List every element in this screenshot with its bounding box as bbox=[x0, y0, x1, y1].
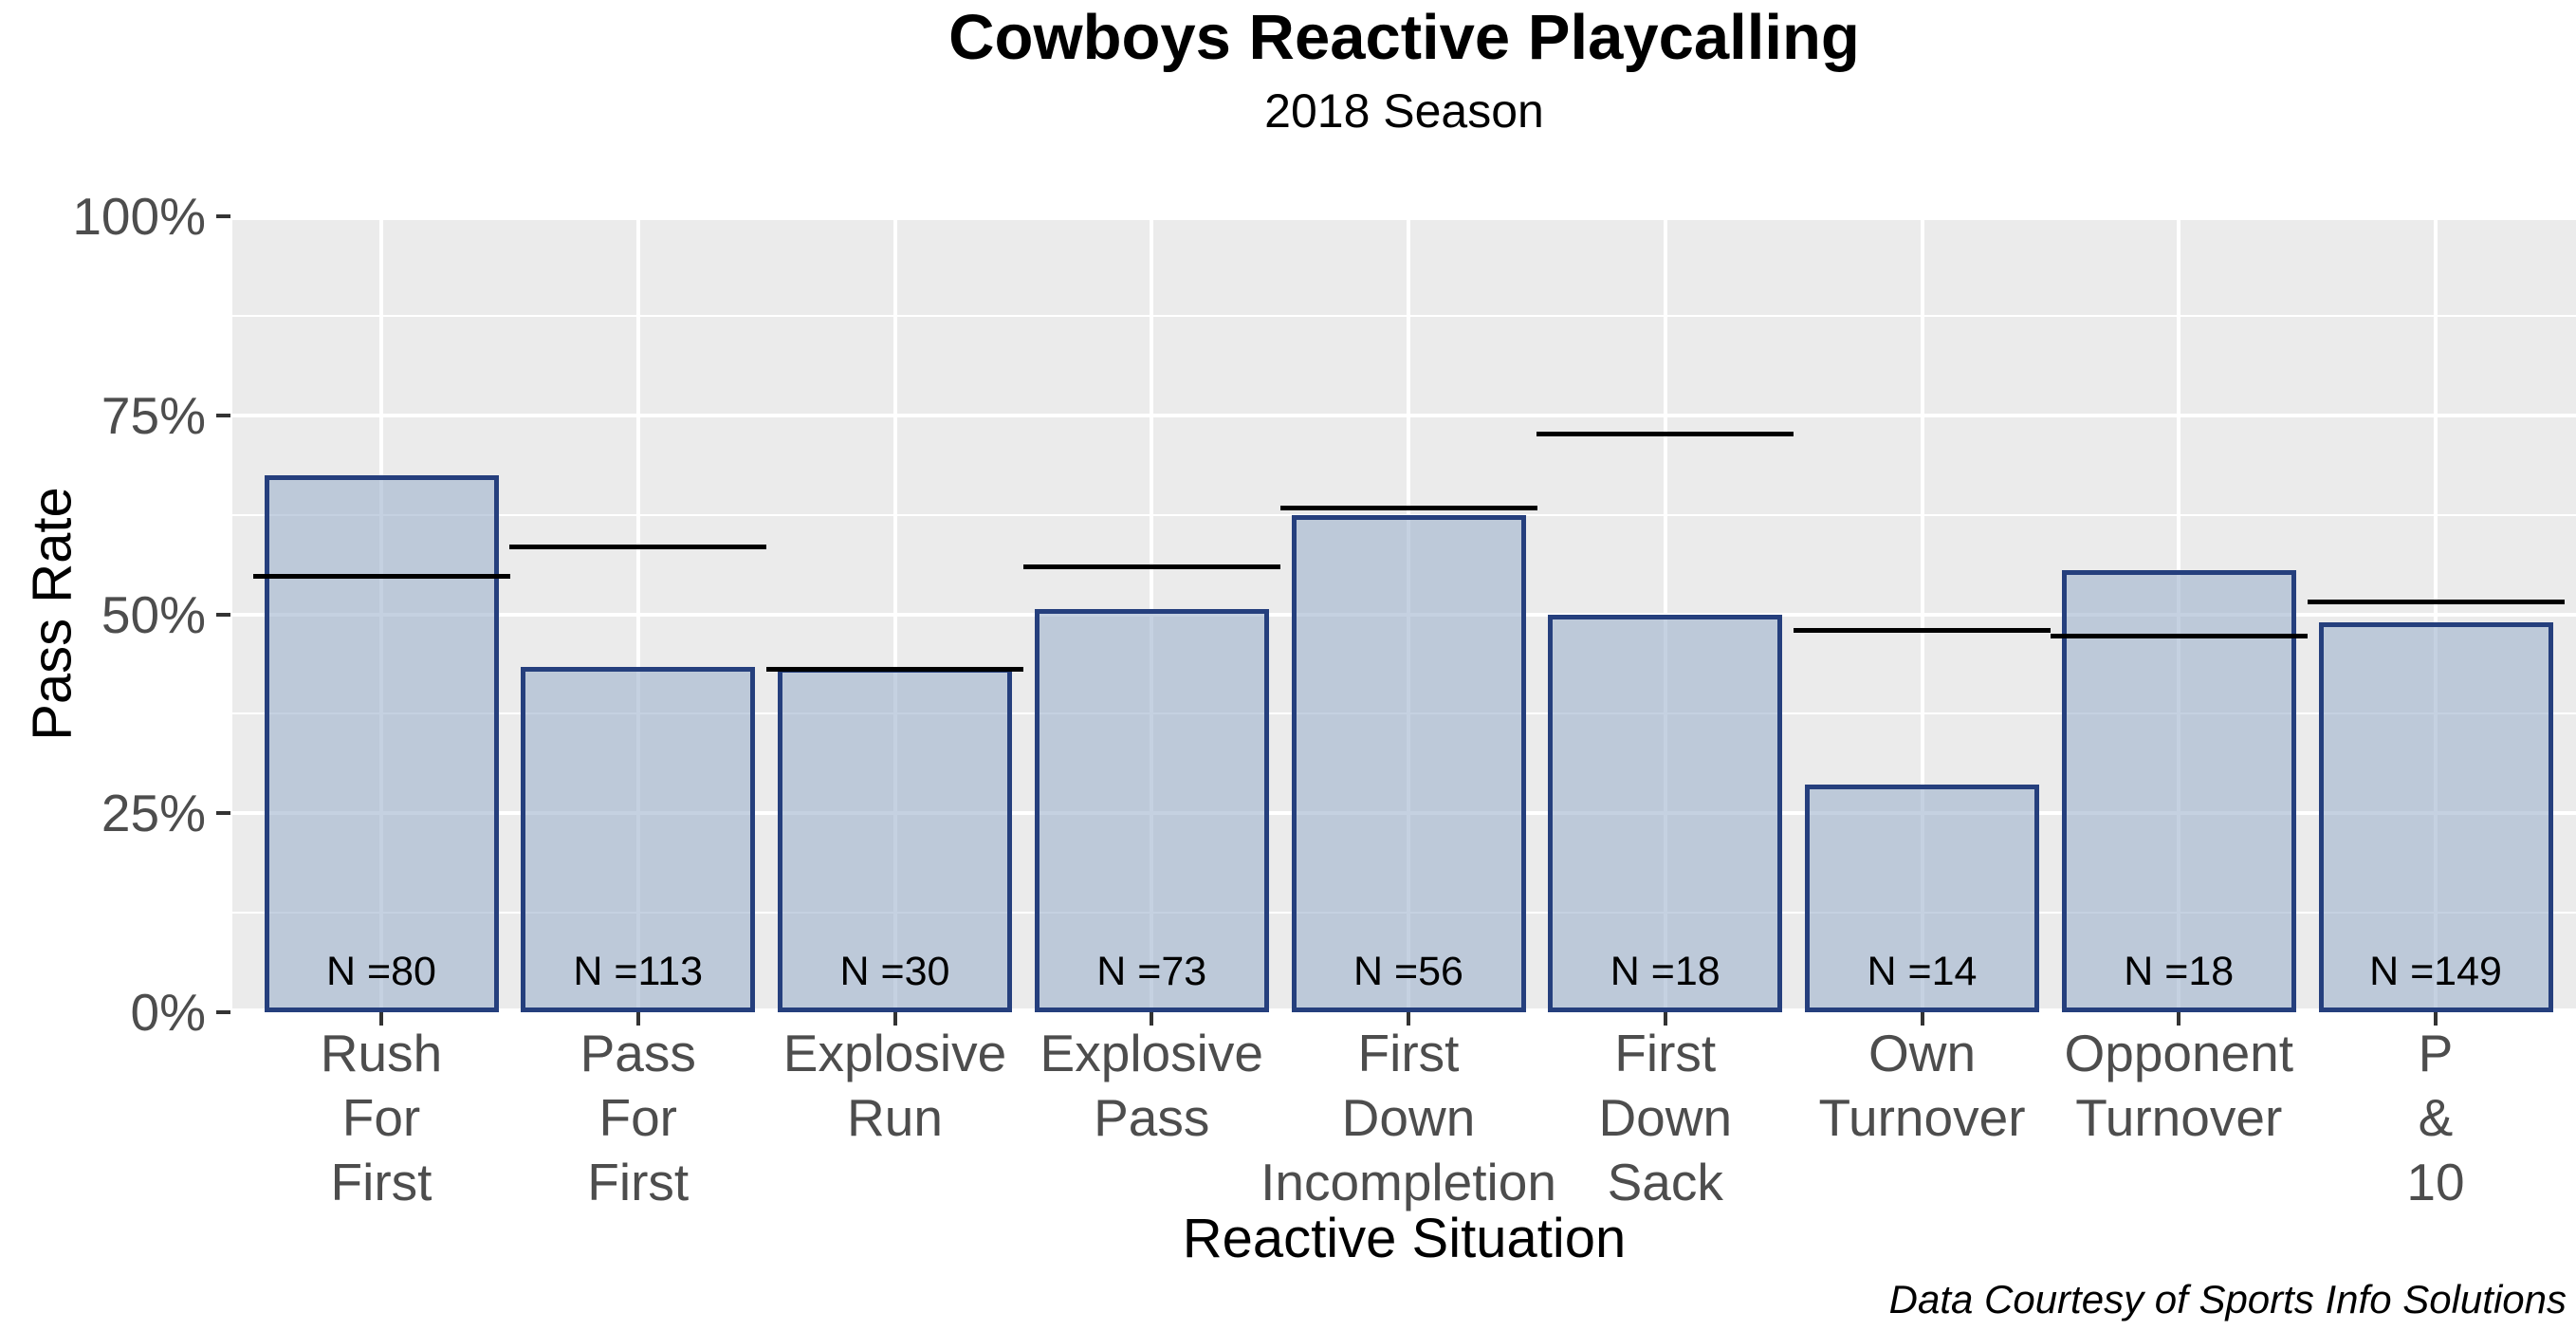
gridline-major-v bbox=[2434, 216, 2438, 1012]
sample-size-label: N =80 bbox=[326, 949, 436, 994]
bar bbox=[1548, 614, 1783, 1012]
x-tick-mark bbox=[2434, 1012, 2438, 1026]
y-tick-mark bbox=[216, 413, 230, 417]
y-tick-mark bbox=[216, 612, 230, 617]
caption: Data Courtesy of Sports Info Solutions bbox=[1888, 1277, 2567, 1322]
sample-size-label: N =18 bbox=[2124, 949, 2235, 994]
x-tick-label-line: & bbox=[2418, 1088, 2454, 1147]
x-tick-label-line: First bbox=[587, 1153, 690, 1211]
bar bbox=[521, 666, 756, 1012]
bar bbox=[1291, 514, 1526, 1012]
reference-line bbox=[766, 666, 1023, 672]
gridline-minor-h bbox=[232, 314, 2576, 317]
x-tick-mark bbox=[1663, 1012, 1667, 1026]
gridline-major-h bbox=[232, 216, 2576, 220]
x-tick-label-line: P bbox=[2418, 1024, 2454, 1082]
y-tick-mark bbox=[216, 811, 230, 816]
gridline-major-v bbox=[892, 216, 897, 1012]
x-tick-label-line: Pass bbox=[580, 1024, 696, 1082]
x-tick-label-line: Pass bbox=[1094, 1088, 1210, 1147]
x-tick-label-line: Opponent bbox=[2064, 1024, 2294, 1082]
x-tick-mark bbox=[1407, 1012, 1410, 1026]
x-tick-label-line: Rush bbox=[320, 1024, 443, 1082]
sample-size-label: N =56 bbox=[1353, 949, 1463, 994]
bar bbox=[1805, 785, 2039, 1012]
sample-size-label: N =113 bbox=[573, 949, 704, 994]
x-tick-label: Rush For First bbox=[321, 1021, 442, 1214]
x-tick-mark bbox=[635, 1012, 640, 1026]
sample-size-label: N =30 bbox=[839, 949, 950, 994]
reference-line bbox=[1536, 432, 1794, 437]
x-tick-label: Explosive Run bbox=[783, 1021, 1006, 1150]
reference-line bbox=[252, 573, 510, 579]
x-tick-label-line: Down bbox=[1341, 1088, 1476, 1147]
x-tick-label: Opponent Turnover bbox=[2064, 1021, 2293, 1150]
gridline-major-v bbox=[1920, 216, 1924, 1012]
sample-size-label: N =18 bbox=[1610, 949, 1720, 994]
sample-size-label: N =149 bbox=[2369, 949, 2502, 994]
reference-line bbox=[1022, 564, 1280, 570]
gridline-major-v bbox=[635, 216, 640, 1012]
reference-line bbox=[2050, 633, 2308, 638]
bar bbox=[264, 474, 499, 1012]
gridline-major-h bbox=[232, 413, 2576, 417]
x-tick-label: First Down Incompletion bbox=[1260, 1021, 1556, 1214]
x-tick-mark bbox=[2177, 1012, 2181, 1026]
x-tick-label-line: For bbox=[341, 1088, 421, 1147]
x-tick-label-line: Turnover bbox=[1818, 1088, 2026, 1147]
x-tick-mark bbox=[1150, 1012, 1154, 1026]
x-tick-label-line: 10 bbox=[2406, 1153, 2465, 1211]
bar bbox=[2318, 621, 2553, 1012]
x-tick-label-line: Run bbox=[847, 1088, 943, 1147]
reference-line bbox=[1279, 506, 1537, 511]
y-tick-mark bbox=[216, 214, 230, 218]
x-tick-label-line: Incompletion bbox=[1260, 1153, 1556, 1211]
x-tick-mark bbox=[892, 1012, 897, 1026]
x-tick-label: Explosive Pass bbox=[1040, 1021, 1263, 1150]
sample-size-label: N =73 bbox=[1096, 949, 1207, 994]
x-tick-label-line: Explosive bbox=[782, 1024, 1007, 1082]
x-tick-mark bbox=[379, 1012, 383, 1026]
bar bbox=[2061, 569, 2296, 1012]
chart-subtitle: 2018 Season bbox=[1264, 84, 1544, 138]
x-tick-label-line: Sack bbox=[1607, 1153, 1723, 1211]
y-tick-mark bbox=[216, 1010, 230, 1014]
x-tick-label-line: First bbox=[330, 1153, 432, 1211]
x-axis-title: Reactive Situation bbox=[1182, 1208, 1627, 1269]
x-tick-label-line: For bbox=[598, 1088, 678, 1147]
x-tick-label-line: Explosive bbox=[1040, 1024, 1263, 1082]
x-tick-mark bbox=[1920, 1012, 1924, 1026]
x-tick-label-line: Own bbox=[1868, 1024, 1977, 1082]
chart-title: Cowboys Reactive Playcalling bbox=[948, 2, 1860, 73]
reference-line bbox=[2307, 600, 2565, 605]
x-tick-label-line: Turnover bbox=[2075, 1088, 2283, 1147]
reference-line bbox=[509, 544, 767, 549]
sample-size-label: N =14 bbox=[1867, 949, 1978, 994]
x-tick-label: Pass For First bbox=[580, 1021, 696, 1214]
x-tick-label: P & 10 bbox=[2406, 1021, 2464, 1214]
y-tick-label: 75% bbox=[101, 385, 206, 445]
reference-line bbox=[1794, 627, 2051, 633]
x-tick-label-line: Down bbox=[1598, 1088, 1733, 1147]
bar bbox=[1034, 608, 1269, 1012]
x-tick-label: First Down Sack bbox=[1598, 1021, 1732, 1214]
y-tick-label: 100% bbox=[72, 187, 206, 246]
x-tick-label-line: First bbox=[1357, 1024, 1460, 1082]
plot-panel: N =80 N =113 N =30 N =73 N =56 N =18 N =14 N =1… bbox=[232, 216, 2576, 1012]
y-tick-label: 25% bbox=[101, 784, 206, 843]
y-tick-label: 50% bbox=[101, 584, 206, 644]
x-tick-label: Own Turnover bbox=[1818, 1021, 2025, 1150]
x-tick-label-line: First bbox=[1614, 1024, 1717, 1082]
y-tick-label: 0% bbox=[130, 983, 207, 1042]
